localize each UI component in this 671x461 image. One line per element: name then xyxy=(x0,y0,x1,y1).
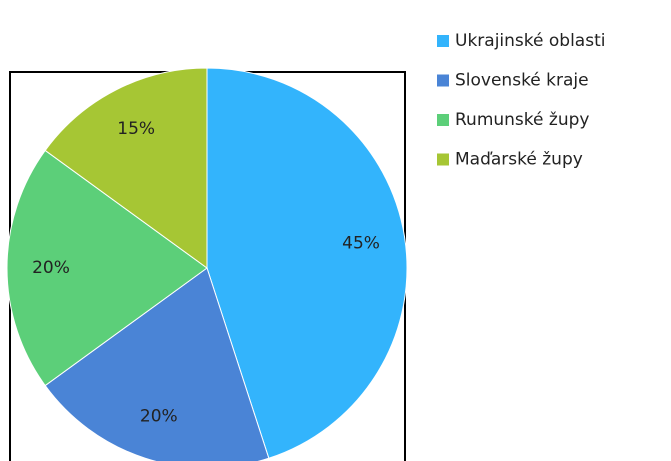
legend-swatch xyxy=(437,74,449,87)
legend-swatch xyxy=(437,35,449,47)
pie-slice xyxy=(6,149,208,387)
slice-label: 20% xyxy=(140,406,178,426)
pie-slice xyxy=(206,67,408,459)
legend-label: Maďarské župy xyxy=(455,150,583,170)
legend-swatch xyxy=(437,153,449,166)
slice-label: 45% xyxy=(342,234,380,254)
legend-label: Slovenské kraje xyxy=(455,71,589,91)
slice-label: 20% xyxy=(32,258,70,278)
legend-label: Rumunské župy xyxy=(455,110,589,130)
legend-label: Ukrajinské oblasti xyxy=(455,31,605,51)
pie-slice xyxy=(44,67,208,269)
legend-swatch xyxy=(437,114,449,126)
slice-label: 15% xyxy=(117,119,155,139)
pie-slice xyxy=(44,267,270,461)
